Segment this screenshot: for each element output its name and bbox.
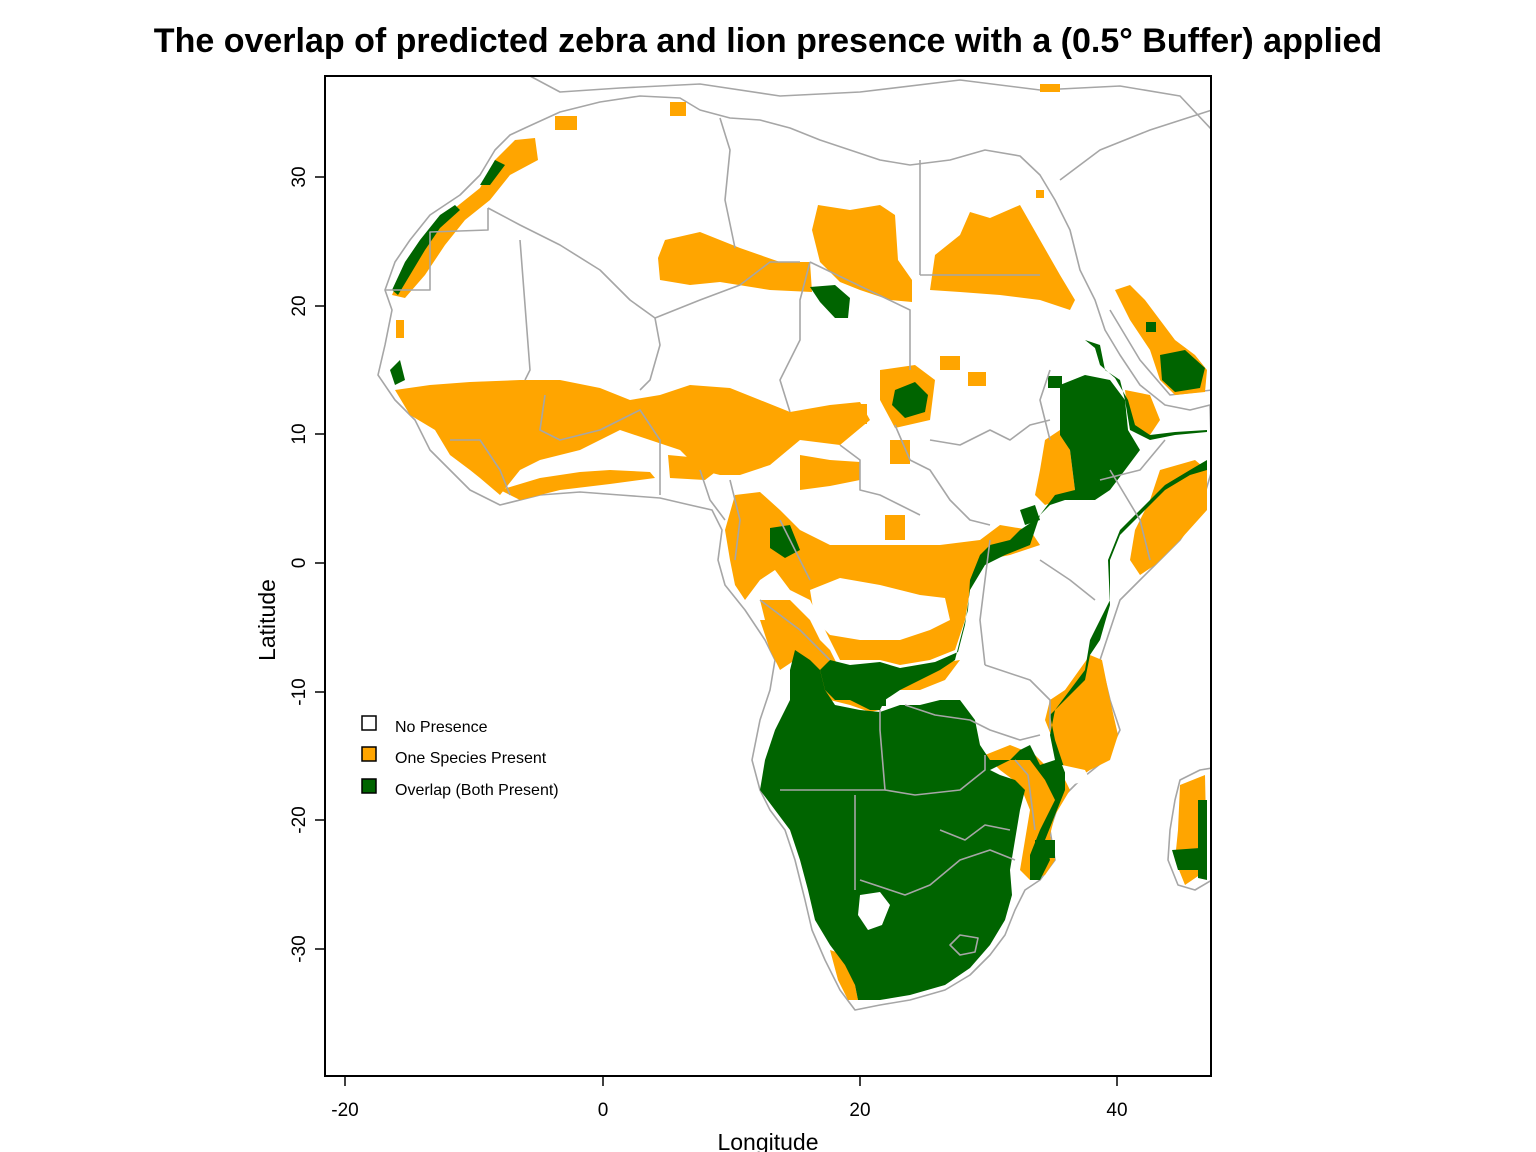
map-layer [377,76,1211,1011]
legend-swatch-one-species [361,746,377,762]
madagascar-landmass [1167,767,1211,891]
arabia-landmass [1059,109,1211,181]
y-tick-label: 30 [289,166,310,187]
x-tick-label: 0 [598,1100,609,1121]
chart-title: The overlap of predicted zebra and lion … [153,22,1383,60]
europe-coast [529,76,1211,131]
country-borders [385,117,1166,956]
x-tick-label: -20 [331,1100,358,1121]
legend-swatch-overlap [361,778,377,794]
x-tick-label: 20 [849,1100,870,1121]
africa-landmass [377,95,1211,1011]
y-axis-title: Latitude [254,579,280,661]
legend-label-one-species: One Species Present [395,750,547,767]
y-tick-label: -10 [289,678,310,705]
x-axis-title: Longitude [717,1129,818,1152]
no-presence-holes [810,578,1090,930]
overlap-regions [390,160,1207,1000]
legend-swatch-no-presence [361,715,377,731]
x-axis: -20 0 20 40 Longitude [331,1075,1128,1152]
y-tick-label: 10 [289,423,310,444]
x-tick-label: 40 [1106,1100,1127,1121]
legend: No Presence One Species Present Overlap … [361,715,559,799]
y-tick-label: 20 [289,295,310,316]
y-tick-label: 0 [289,558,310,569]
y-axis: 30 20 10 0 -10 -20 -30 Latitude [254,166,326,963]
legend-label-overlap: Overlap (Both Present) [395,782,559,799]
y-tick-label: -30 [289,935,310,962]
y-tick-label: -20 [289,806,310,833]
legend-label-no-presence: No Presence [395,719,488,736]
